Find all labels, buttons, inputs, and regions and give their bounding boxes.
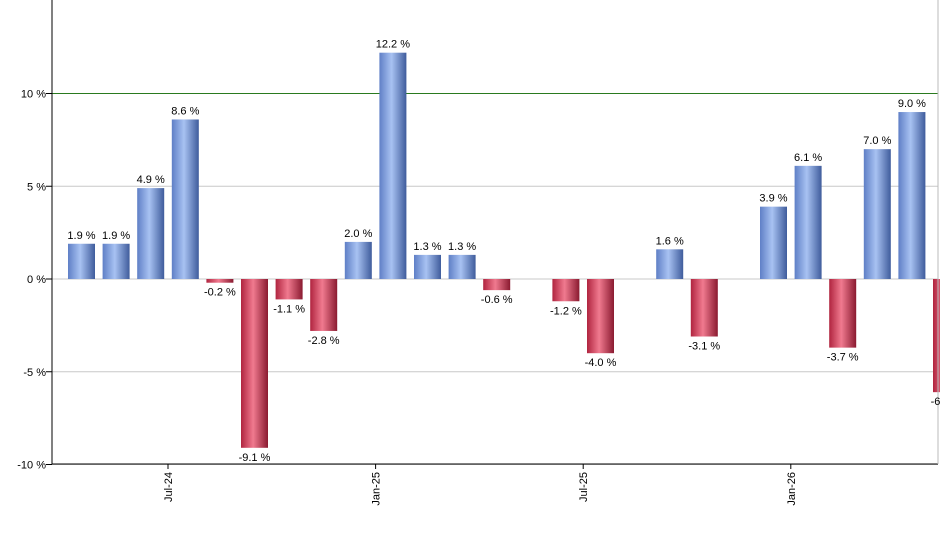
x-tick-label: Jan-25 [371,472,383,506]
bar [933,279,940,393]
y-tick-label: 0 % [27,274,46,286]
data-label: 1.9 % [102,230,130,242]
bar [863,149,891,279]
bar [344,241,372,279]
bar [379,52,407,279]
y-tick-label: -5 % [23,367,46,379]
bar [690,279,718,337]
data-label: -3.1 % [688,341,720,353]
bar [275,279,303,300]
data-label: 3.9 % [759,193,787,205]
data-label: -6.1 % [931,396,940,408]
bar [310,279,338,331]
bar [794,165,822,279]
data-label: -3.7 % [827,352,859,364]
bar [898,112,926,279]
data-label: -4.0 % [585,357,617,369]
data-label: 4.9 % [137,174,165,186]
data-label: 7.0 % [863,135,891,147]
x-tick-label: Jul-24 [163,472,175,502]
bar [448,254,476,279]
bar [137,188,165,279]
data-label: -2.8 % [308,335,340,347]
data-label: -1.1 % [273,303,305,315]
bar [760,206,787,279]
data-label: 2.0 % [344,228,372,240]
data-label: -1.2 % [550,305,582,317]
x-tick-label: Jul-25 [578,472,590,502]
data-label: -9.1 % [239,452,271,464]
data-label: 8.6 % [171,105,199,117]
bar [483,279,511,291]
data-label: -0.2 % [204,287,236,299]
data-label: -0.6 % [481,294,513,306]
bar [587,279,614,354]
data-label: 1.3 % [448,241,476,253]
bar [171,119,199,279]
bar [552,279,580,302]
bar [102,243,130,279]
data-label: 6.1 % [794,152,822,164]
y-tick-label: -10 % [17,460,46,472]
data-labels: 1.9 % 1.9 % 4.9 % 8.6 % -0.2 % -9.1 % -1.1 % -2… [67,39,940,464]
data-label: 9.0 % [898,98,926,110]
bar [206,279,234,283]
data-label: 1.9 % [67,230,95,242]
axes: -10 % -5 % 0 % 5 % 10 % Jul-24 Jan-25 Jul-25 Jan… [17,0,939,506]
bar [241,279,268,448]
bars [68,52,940,448]
x-tick-label: Jan-26 [786,472,798,506]
data-label: 1.3 % [413,241,441,253]
bar [656,249,684,279]
y-tick-label: 5 % [27,181,46,193]
y-tick-label: 10 % [21,89,46,101]
data-label: 12.2 % [376,39,410,51]
bar [414,254,441,279]
bar [68,243,95,279]
data-label: 1.6 % [656,235,684,247]
bar [829,279,857,348]
